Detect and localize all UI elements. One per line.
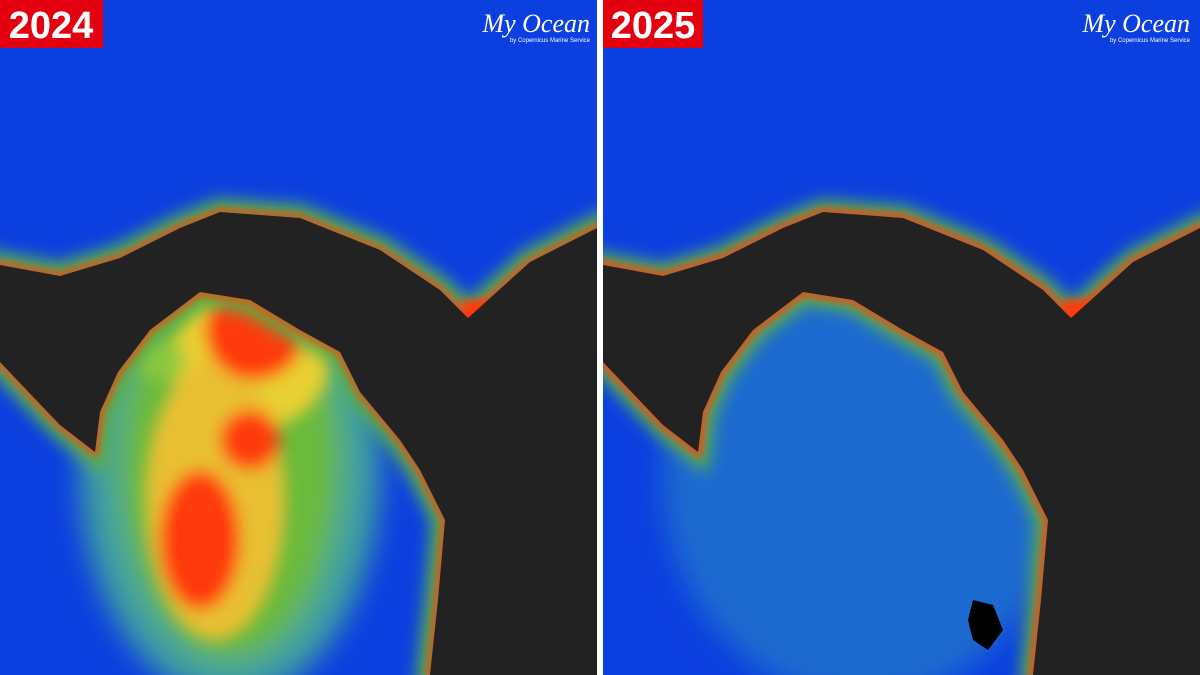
logo-subtitle: by Copernicus Marine Service	[1110, 38, 1191, 44]
no-data	[968, 600, 1003, 650]
logo-subtitle: by Copernicus Marine Service	[510, 38, 591, 44]
divider	[597, 0, 603, 675]
logo: My Ocean	[1081, 9, 1190, 38]
logo: My Ocean	[481, 9, 590, 38]
panel-2025: 2025 My Ocean by Copernicus Marine Servi…	[603, 0, 1200, 675]
year-badge	[0, 0, 103, 48]
year-badge	[603, 0, 703, 48]
year-label: 2025	[611, 5, 696, 47]
panel-2024: 2024 My Ocean by Copernicus Marine Servi…	[0, 0, 597, 675]
year-label: 2024	[9, 5, 94, 47]
